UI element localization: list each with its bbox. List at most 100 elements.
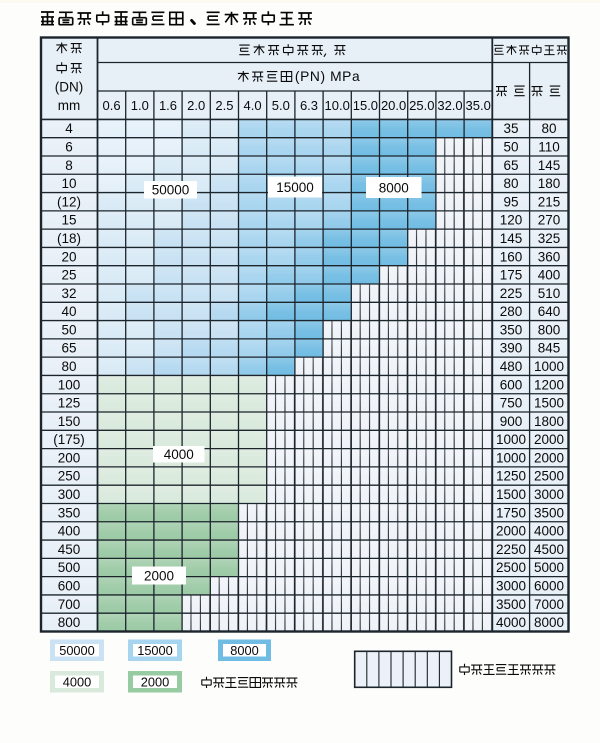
svg-text:250: 250 — [58, 469, 81, 484]
svg-text:200: 200 — [58, 451, 81, 466]
svg-text:2000: 2000 — [141, 674, 169, 689]
svg-text:25: 25 — [61, 268, 76, 283]
svg-text:640: 640 — [538, 304, 561, 319]
svg-text:0.6: 0.6 — [103, 98, 121, 113]
svg-text:900: 900 — [500, 414, 523, 429]
svg-text:3500: 3500 — [534, 505, 564, 520]
svg-text:6.3: 6.3 — [300, 98, 318, 113]
svg-text:325: 325 — [538, 231, 561, 246]
svg-text:4.0: 4.0 — [244, 98, 262, 113]
svg-text:350: 350 — [58, 505, 81, 520]
svg-text:2500: 2500 — [534, 469, 564, 484]
svg-text:80: 80 — [541, 121, 556, 136]
svg-text:5000: 5000 — [534, 560, 564, 575]
svg-text:225: 225 — [500, 286, 523, 301]
svg-text:845: 845 — [538, 341, 561, 356]
svg-text:(12): (12) — [57, 194, 81, 209]
svg-text:360: 360 — [538, 249, 561, 264]
svg-text:3000: 3000 — [534, 487, 564, 502]
svg-text:32: 32 — [61, 286, 76, 301]
svg-text:8000: 8000 — [379, 180, 409, 195]
svg-text:270: 270 — [538, 213, 561, 228]
svg-text:2000: 2000 — [144, 568, 174, 583]
svg-text:480: 480 — [500, 359, 523, 374]
svg-text:1.0: 1.0 — [131, 98, 149, 113]
svg-text:280: 280 — [500, 304, 523, 319]
svg-text:110: 110 — [538, 140, 560, 155]
svg-text:2000: 2000 — [534, 432, 564, 447]
svg-text:(DN): (DN) — [55, 80, 84, 95]
svg-text:1.6: 1.6 — [159, 98, 177, 113]
svg-text:450: 450 — [58, 542, 81, 557]
svg-text:4000: 4000 — [534, 524, 564, 539]
svg-text:5.0: 5.0 — [272, 98, 290, 113]
svg-text:15.0: 15.0 — [353, 98, 378, 113]
svg-text:4000: 4000 — [63, 674, 91, 689]
svg-text:2000: 2000 — [496, 524, 526, 539]
svg-text:6: 6 — [65, 140, 73, 155]
svg-text:100: 100 — [58, 377, 81, 392]
svg-text:300: 300 — [58, 487, 81, 502]
svg-text:10: 10 — [61, 176, 76, 191]
svg-text:7000: 7000 — [534, 597, 564, 612]
svg-text:25.0: 25.0 — [409, 98, 434, 113]
svg-text:32.0: 32.0 — [437, 98, 462, 113]
svg-text:180: 180 — [538, 176, 561, 191]
svg-text:95: 95 — [503, 194, 518, 209]
svg-text:750: 750 — [500, 396, 523, 411]
svg-text:4: 4 — [65, 121, 73, 136]
svg-text:3000: 3000 — [496, 579, 526, 594]
svg-text:15000: 15000 — [276, 180, 314, 195]
svg-text:80: 80 — [61, 359, 76, 374]
svg-text:20.0: 20.0 — [381, 98, 406, 113]
svg-text:150: 150 — [58, 414, 81, 429]
svg-text:800: 800 — [58, 615, 81, 630]
svg-text:1000: 1000 — [496, 451, 526, 466]
svg-text:1500: 1500 — [534, 396, 564, 411]
svg-text:700: 700 — [58, 597, 81, 612]
svg-text:10.0: 10.0 — [325, 98, 350, 113]
svg-text:1500: 1500 — [496, 487, 526, 502]
svg-text:35.0: 35.0 — [466, 98, 491, 113]
svg-text:1750: 1750 — [496, 505, 526, 520]
svg-text:2250: 2250 — [496, 542, 526, 557]
svg-text:mm: mm — [58, 98, 81, 113]
svg-text:175: 175 — [500, 268, 523, 283]
svg-text:(18): (18) — [57, 231, 81, 246]
svg-text:160: 160 — [500, 249, 523, 264]
svg-text:500: 500 — [58, 560, 81, 575]
svg-text:350: 350 — [500, 322, 523, 337]
svg-text:120: 120 — [500, 213, 523, 228]
svg-text:145: 145 — [500, 231, 523, 246]
svg-text:2.0: 2.0 — [187, 98, 205, 113]
svg-text:65: 65 — [61, 341, 76, 356]
svg-text:800: 800 — [538, 322, 561, 337]
svg-text:(PN) MPa: (PN) MPa — [295, 69, 360, 84]
svg-text:1250: 1250 — [496, 469, 526, 484]
svg-text:4000: 4000 — [496, 615, 526, 630]
svg-text:3500: 3500 — [496, 597, 526, 612]
svg-text:2000: 2000 — [534, 451, 564, 466]
svg-text:35: 35 — [503, 121, 518, 136]
svg-text:390: 390 — [500, 341, 523, 356]
svg-text:2.5: 2.5 — [215, 98, 233, 113]
svg-text:1000: 1000 — [496, 432, 526, 447]
svg-text:15000: 15000 — [137, 643, 173, 658]
svg-text:600: 600 — [500, 377, 523, 392]
svg-text:15: 15 — [61, 213, 76, 228]
svg-text:8000: 8000 — [534, 615, 564, 630]
svg-text:1800: 1800 — [534, 414, 564, 429]
svg-text:4000: 4000 — [164, 447, 194, 462]
svg-text:400: 400 — [538, 268, 561, 283]
svg-text:215: 215 — [538, 194, 561, 209]
svg-text:(175): (175) — [53, 432, 85, 447]
svg-text:20: 20 — [61, 249, 76, 264]
svg-text:50000: 50000 — [59, 643, 95, 658]
svg-text:80: 80 — [503, 176, 518, 191]
svg-text:145: 145 — [538, 158, 561, 173]
svg-text:50: 50 — [61, 322, 76, 337]
svg-text:125: 125 — [58, 396, 81, 411]
svg-text:4500: 4500 — [534, 542, 564, 557]
svg-text:400: 400 — [58, 524, 81, 539]
svg-text:50: 50 — [503, 140, 518, 155]
